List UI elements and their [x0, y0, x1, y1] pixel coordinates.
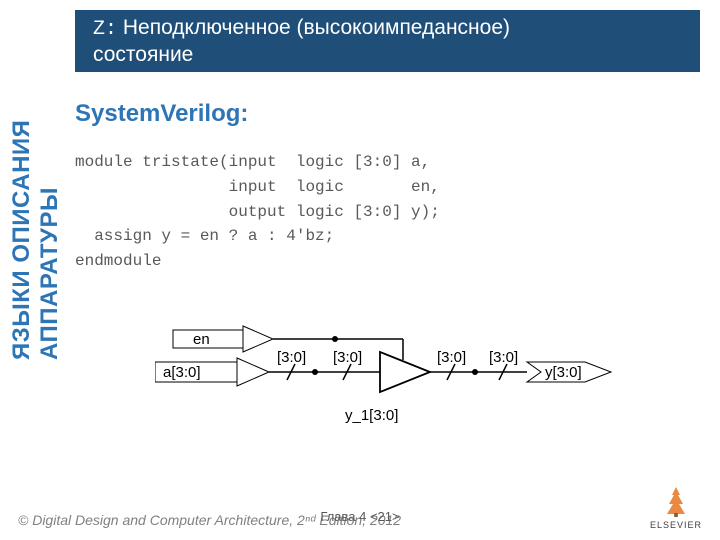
side-label-line1: ЯЗЫКИ ОПИСАНИЯ: [8, 120, 35, 360]
buffer-output-label: y_1[3:0]: [345, 407, 398, 424]
elsevier-tree-icon: [659, 484, 693, 518]
svg-text:[3:0]: [3:0]: [437, 349, 466, 366]
svg-text:[3:0]: [3:0]: [333, 349, 362, 366]
side-label-line2: АППАРАТУРЫ: [36, 120, 64, 360]
a-port: a[3:0]: [155, 358, 269, 386]
tristate-buffer-icon: [380, 352, 430, 392]
svg-text:a[3:0]: a[3:0]: [163, 364, 201, 381]
title-line-1: Z: Неподключенное (высокоимпедансное): [93, 15, 682, 42]
title-line-2: состояние: [93, 42, 682, 67]
footer-chapter: Глава 4 <21>: [0, 509, 720, 524]
svg-text:[3:0]: [3:0]: [489, 349, 518, 366]
subheading: SystemVerilog:: [75, 100, 248, 128]
svg-text:en: en: [193, 331, 210, 348]
title-rest: Неподключенное (высокоимпедансное): [117, 16, 510, 39]
publisher-logo: ELSEVIER: [650, 484, 702, 530]
title-bar: Z: Неподключенное (высокоимпедансное) со…: [75, 10, 700, 72]
side-vertical-label: ЯЗЫКИ ОПИСАНИЯ АППАРАТУРЫ: [8, 120, 64, 360]
title-prefix: Z:: [93, 18, 117, 41]
schematic-diagram: en a[3:0] [3:0] [3:0] [3:0] [3:0] y[3:0]…: [155, 320, 615, 460]
code-block: module tristate(input logic [3:0] a, inp…: [75, 150, 440, 274]
svg-text:y[3:0]: y[3:0]: [545, 364, 582, 381]
svg-text:[3:0]: [3:0]: [277, 349, 306, 366]
publisher-name: ELSEVIER: [650, 520, 702, 530]
y-port: y[3:0]: [527, 362, 611, 382]
en-port: en: [173, 326, 273, 352]
